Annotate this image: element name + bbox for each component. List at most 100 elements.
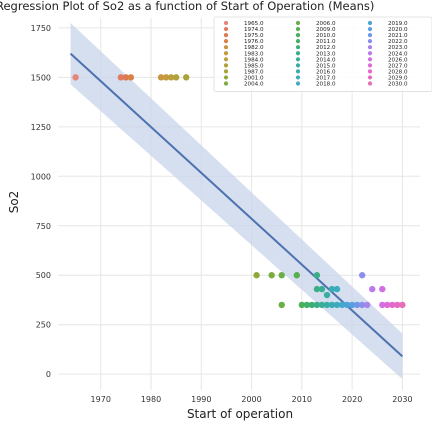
legend-marker (223, 57, 229, 62)
y-tick-label: 500 (36, 271, 51, 280)
data-point (394, 301, 401, 309)
legend-marker (367, 20, 373, 26)
data-point (303, 301, 311, 309)
legend-marker (223, 33, 229, 38)
data-point (172, 74, 180, 81)
data-point (379, 301, 386, 309)
data-point (348, 301, 356, 309)
data-point (343, 301, 351, 309)
legend-label: 1987.0 (244, 69, 264, 75)
legend-label: 1965.0 (244, 21, 264, 27)
legend-marker (367, 26, 373, 32)
data-point (122, 74, 130, 81)
data-point (353, 301, 361, 309)
data-point (268, 272, 275, 279)
legend-marker (223, 51, 229, 56)
chart-title: Regression Plot of So2 as a function of … (0, 0, 374, 13)
data-point (293, 272, 301, 279)
data-point (72, 74, 79, 81)
legend-marker (223, 75, 229, 80)
data-point (384, 301, 391, 309)
legend-label: 1984.0 (244, 57, 264, 63)
data-point (313, 285, 321, 293)
data-point (369, 285, 376, 293)
data-point (253, 272, 260, 279)
legend-label: 2029.0 (388, 75, 408, 81)
data-point (127, 74, 135, 81)
legend-label: 2022.0 (388, 39, 408, 45)
legend-marker (295, 57, 301, 62)
regression-line (69, 52, 404, 358)
y-tick-label: 1250 (31, 123, 51, 132)
legend-label: 2015.0 (316, 63, 336, 69)
legend-label: 1983.0 (244, 51, 264, 57)
y-axis-label: So2 (7, 191, 21, 214)
legend-label: 2012.0 (316, 45, 336, 51)
regression-line-path (69, 52, 404, 358)
legend-marker (295, 51, 301, 56)
data-point (399, 301, 406, 309)
data-point (117, 74, 125, 81)
data-point (333, 285, 341, 293)
x-tick-label: 2000 (241, 395, 261, 404)
data-point (389, 301, 396, 309)
data-point (323, 301, 331, 309)
legend-marker (367, 69, 373, 74)
data-point (328, 285, 336, 293)
y-tick-labels: 0 250 500 750 1000 1250 1500 1750 (31, 24, 51, 379)
legend-label: 2028.0 (388, 69, 408, 75)
y-tick-label: 1750 (31, 24, 51, 33)
legend-box (213, 16, 432, 92)
x-tick-label: 1970 (91, 395, 111, 404)
legend-marker (223, 26, 229, 32)
data-point (308, 301, 316, 309)
legend-label: 1982.0 (244, 45, 264, 51)
legend-marker (223, 63, 229, 68)
data-point (183, 74, 190, 81)
legend-label: 2018.0 (316, 82, 336, 88)
data-point (338, 301, 346, 309)
legend-marker (223, 20, 229, 26)
data-point (278, 272, 285, 279)
x-tick-label: 1990 (191, 395, 211, 404)
legend-marker (367, 39, 373, 44)
y-tick-label: 750 (36, 222, 51, 231)
legend-label: 2010.0 (316, 33, 336, 39)
legend-marker (295, 26, 301, 32)
legend-label: 2027.0 (388, 63, 408, 69)
legend-marker (367, 57, 373, 62)
x-tick-label: 2030 (392, 395, 412, 404)
legend: 1965.01974.01975.01976.01982.01983.01984… (213, 16, 432, 92)
legend-marker (295, 63, 301, 68)
legend-label: 2021.0 (388, 33, 408, 39)
legend-marker (295, 81, 301, 86)
legend-label: 1976.0 (244, 39, 264, 45)
legend-label: 2024.0 (388, 51, 408, 57)
x-axis-label: Start of operation (187, 407, 293, 421)
legend-marker (223, 39, 229, 44)
legend-marker (367, 75, 373, 80)
legend-label: 2019.0 (388, 21, 408, 27)
y-tick-label: 0 (46, 370, 51, 379)
data-point (162, 74, 170, 81)
legend-label: 2009.0 (316, 27, 336, 33)
legend-label: 2030.0 (388, 82, 408, 88)
legend-marker (223, 45, 229, 50)
legend-marker (223, 69, 229, 74)
legend-marker (295, 39, 301, 44)
x-tick-labels: 1970 1980 1990 2000 2010 2020 2030 (91, 395, 413, 404)
legend-label: 2014.0 (316, 57, 336, 63)
legend-label: 2026.0 (388, 57, 408, 63)
data-point (364, 301, 371, 309)
data-point (313, 301, 321, 309)
legend-label: 2017.0 (316, 75, 336, 81)
data-point (323, 291, 331, 299)
legend-label: 2006.0 (316, 21, 336, 27)
legend-marker (367, 81, 373, 86)
legend-label: 2016.0 (316, 69, 336, 75)
legend-marker (295, 45, 301, 50)
data-point (318, 301, 326, 309)
y-tick-label: 1500 (31, 73, 51, 82)
legend-label: 2001.0 (244, 75, 264, 81)
